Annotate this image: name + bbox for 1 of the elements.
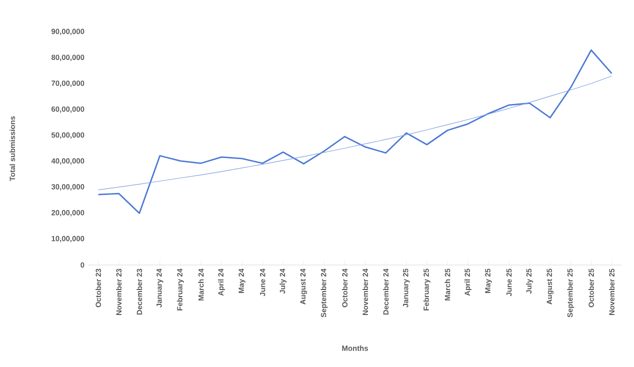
line-series: [98, 49, 612, 214]
